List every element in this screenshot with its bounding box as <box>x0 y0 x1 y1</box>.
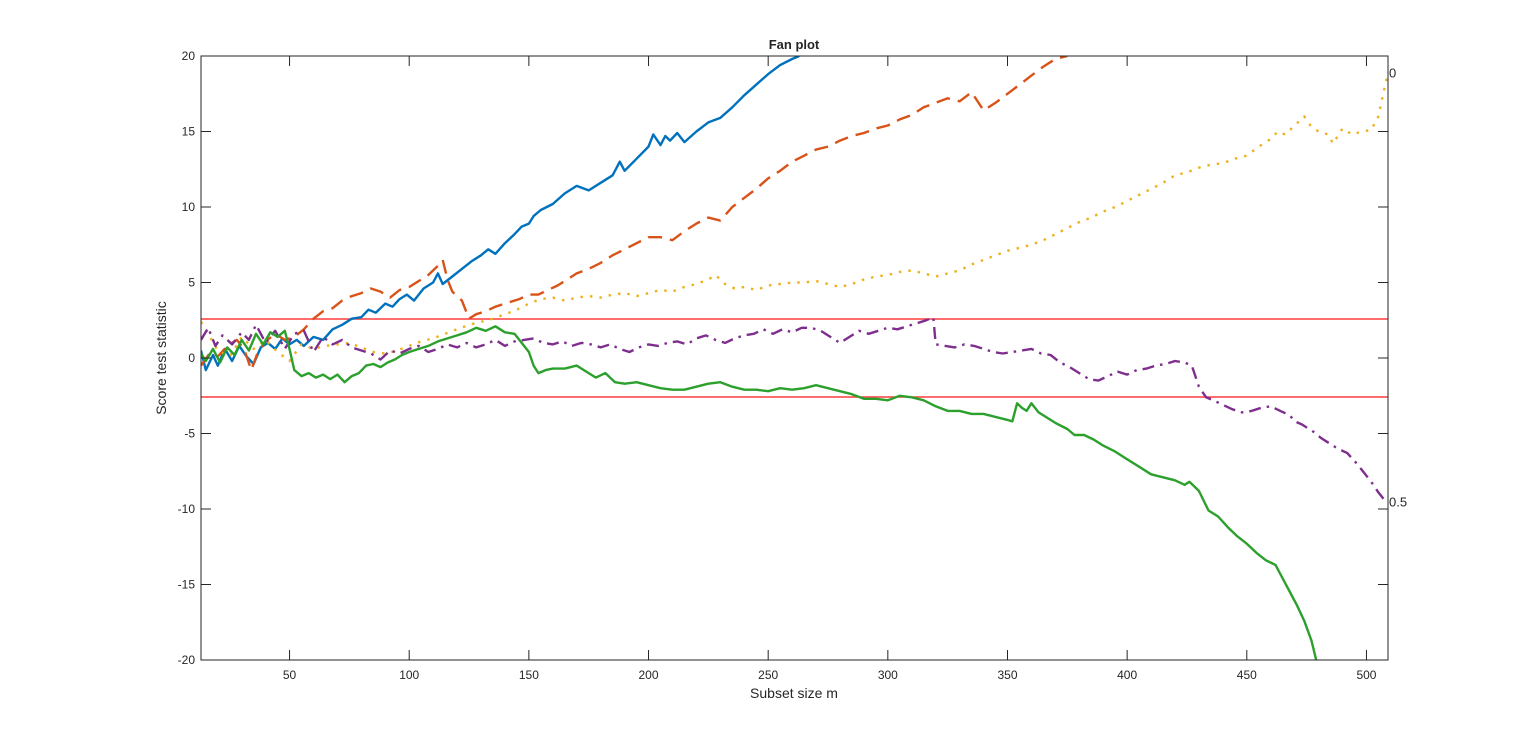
lambda-labels: 00.5 <box>1389 66 1407 510</box>
y-tick-label: 5 <box>188 276 195 290</box>
x-tick-label: 150 <box>519 668 539 682</box>
x-axis-ticks: 50 100 150 200 250 300 350 400 450 500 <box>283 56 1377 682</box>
data-series <box>201 56 1388 660</box>
series-line-lambda--0.5 <box>201 56 1068 372</box>
y-tick-label: -5 <box>184 427 195 441</box>
y-axis-label: Score test statistic <box>153 301 169 415</box>
y-tick-label: -15 <box>178 578 196 592</box>
x-tick-label: 200 <box>639 668 659 682</box>
y-tick-label: -20 <box>178 653 196 667</box>
y-tick-label: 0 <box>188 351 195 365</box>
x-tick-label: 50 <box>283 668 297 682</box>
series-line-lambda-0 <box>201 72 1388 363</box>
y-axis-ticks: -20 -15 -10 -5 0 5 10 15 20 <box>178 49 1388 667</box>
series-line-lambda-0.5 <box>201 316 1387 503</box>
series-line-lambda--1 <box>201 56 800 372</box>
lambda-label: 0 <box>1389 66 1396 81</box>
y-tick-label: 15 <box>182 125 196 139</box>
x-tick-label: 400 <box>1117 668 1137 682</box>
x-tick-label: 250 <box>758 668 778 682</box>
y-tick-label: 10 <box>182 200 196 214</box>
x-axis-label: Subset size m <box>750 685 838 701</box>
y-tick-label: -10 <box>178 502 196 516</box>
chart-title: Fan plot <box>769 37 820 52</box>
plot-area: 50 100 150 200 250 300 350 400 450 500 -20-15-10-… <box>178 49 1407 682</box>
y-tick-label: 20 <box>182 49 196 63</box>
x-tick-label: 350 <box>997 668 1017 682</box>
x-tick-label: 300 <box>878 668 898 682</box>
confidence-bands <box>201 318 1388 398</box>
lambda-label: 0.5 <box>1389 494 1407 509</box>
x-tick-label: 100 <box>399 668 419 682</box>
x-tick-label: 450 <box>1237 668 1257 682</box>
series-line-lambda-1 <box>201 325 1318 660</box>
x-tick-label: 500 <box>1356 668 1376 682</box>
